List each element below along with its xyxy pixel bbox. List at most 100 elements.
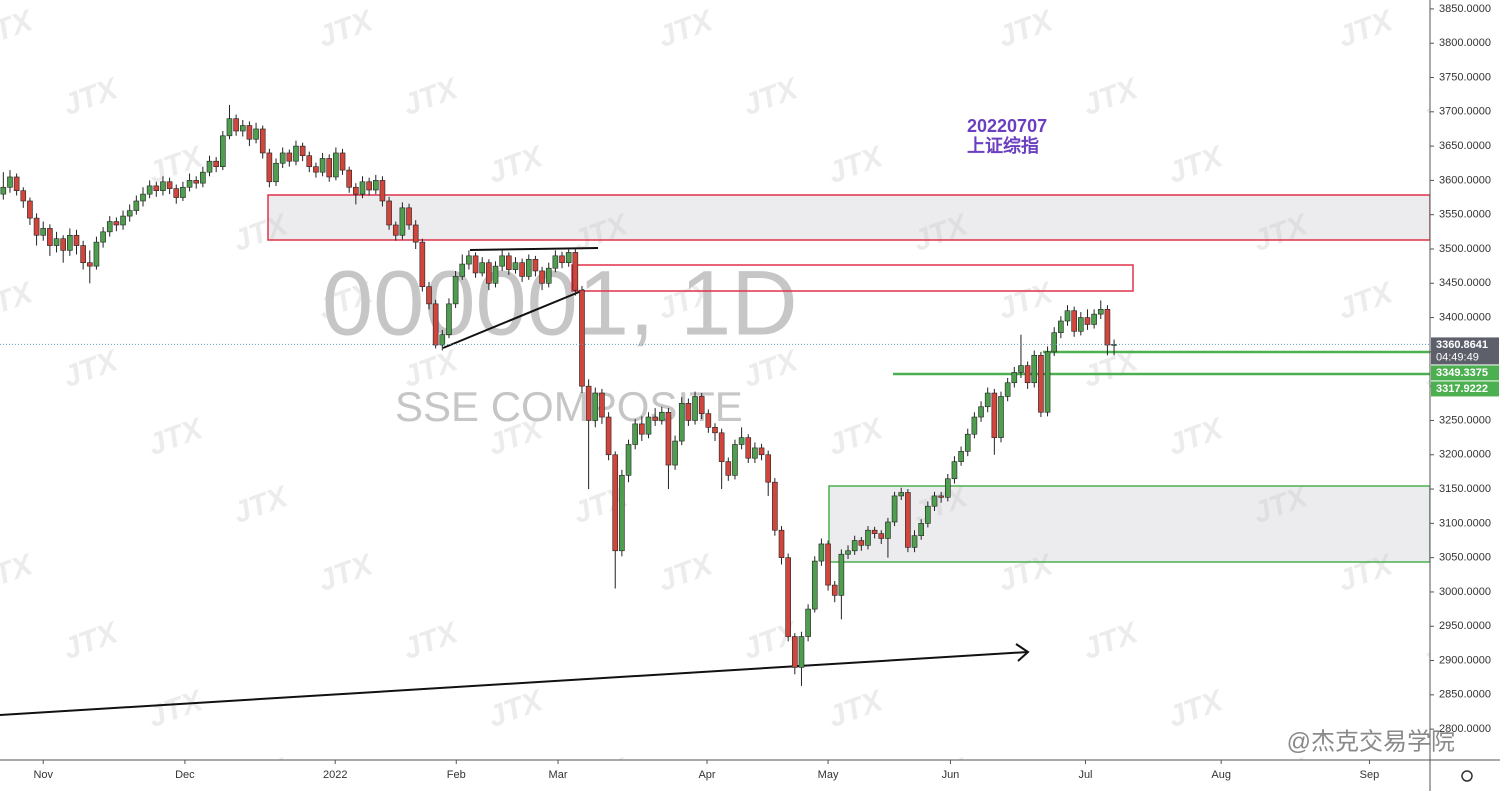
candle-body [392, 224, 399, 236]
candle-body [326, 158, 333, 178]
candle-body [1111, 344, 1117, 346]
candle-body [1051, 332, 1058, 353]
brand-watermark: JTX [59, 616, 124, 667]
candle-body [1018, 365, 1024, 373]
price-label: 3317.9222 [1436, 383, 1488, 395]
y-tick-label: 3850.0000 [1439, 3, 1491, 15]
brand-watermark: JTX [824, 140, 889, 191]
brand-watermark: JTX [824, 412, 889, 463]
y-tick-label: 3600.0000 [1439, 174, 1491, 186]
brand-watermark: JTX [0, 276, 39, 327]
candle-body [605, 416, 612, 456]
candle-body [619, 475, 625, 552]
brand-watermark: JTX [144, 684, 209, 735]
y-tick-label: 3250.0000 [1439, 414, 1491, 426]
candle-body [379, 180, 386, 202]
brand-watermark: JTX [739, 72, 804, 123]
candle-body [772, 481, 778, 531]
candle-body [273, 162, 279, 183]
candle-body [778, 529, 785, 558]
x-tick-label: Mar [549, 769, 568, 781]
candle-body [825, 543, 831, 586]
candle-body [186, 180, 193, 188]
candle-body [705, 413, 712, 428]
candle-body [658, 411, 665, 421]
candle-body [412, 224, 419, 243]
candle-body [559, 255, 565, 264]
candle-body [964, 433, 971, 452]
candle-body [678, 403, 685, 442]
candle-body [1078, 317, 1084, 332]
candle-body [1044, 351, 1051, 413]
candle-body [838, 553, 845, 596]
credit: @杰克交易学院 [1287, 728, 1455, 755]
candle-body [798, 636, 805, 668]
candle-body [13, 176, 20, 191]
candle-body [652, 416, 658, 421]
candle-body [452, 276, 459, 305]
y-tick-label: 3200.0000 [1439, 449, 1491, 461]
candle-body [898, 492, 905, 497]
candle-body [226, 118, 233, 137]
brand-watermark: JTX [1079, 72, 1144, 123]
brand-watermark: JTX [994, 276, 1059, 327]
candle-body [486, 262, 492, 284]
candle-body [492, 265, 499, 284]
candle-body [439, 334, 446, 346]
brand-watermark: JTX [654, 548, 719, 599]
candle-body [27, 200, 33, 219]
candle-body [871, 529, 878, 534]
candle-body [193, 180, 200, 184]
candle-body [831, 584, 838, 596]
brand-watermark: JTX [1334, 4, 1399, 55]
trend-line [0, 651, 1029, 716]
candle-body [998, 396, 1004, 438]
support-zone [828, 485, 1431, 563]
candle-body [685, 403, 692, 421]
candle-body [984, 392, 991, 408]
brand-watermark: JTX [0, 548, 39, 599]
candle-body [865, 529, 871, 546]
x-tick-label: Sep [1360, 769, 1380, 781]
annotation-date: 20220707 [967, 116, 1047, 136]
price-label-box [1431, 365, 1499, 381]
candle-body [472, 255, 479, 274]
candle-body [140, 193, 146, 202]
x-tick-label: Apr [698, 769, 715, 781]
candle-body [253, 128, 259, 140]
candle-body [692, 396, 698, 421]
brand-watermark: JTX [824, 684, 889, 735]
price-label-box [1431, 381, 1499, 397]
countdown: 04:49:49 [1436, 351, 1479, 363]
candle-body [7, 176, 13, 188]
candle-body [479, 262, 486, 274]
candle-body [891, 495, 898, 523]
x-tick-label: Jun [942, 769, 960, 781]
candle-body [1038, 355, 1044, 413]
candle-body [1024, 365, 1031, 384]
y-tick-label: 2850.0000 [1439, 689, 1491, 701]
candle-body [293, 145, 299, 162]
y-tick-label: 3800.0000 [1439, 37, 1491, 49]
candle-body [572, 252, 579, 291]
name-watermark: SSE COMPOSITE [395, 383, 743, 430]
brand-watermark: JTX [654, 4, 719, 55]
candle-body [73, 234, 80, 246]
candle-body [233, 118, 239, 132]
candle-body [752, 447, 758, 459]
y-tick-label: 3650.0000 [1439, 140, 1491, 152]
candle-body [732, 444, 738, 476]
candle-body [599, 392, 605, 418]
brand-watermark: JTX [314, 548, 379, 599]
candle-body [1097, 309, 1104, 315]
brand-watermark: JTX [314, 4, 379, 55]
settings-icon[interactable] [1461, 770, 1473, 782]
candle-body [1071, 310, 1077, 332]
brand-watermark: JTX [1164, 140, 1229, 191]
candle-body [279, 152, 286, 164]
candle-body [206, 160, 213, 173]
brand-watermark: JTX [994, 4, 1059, 55]
